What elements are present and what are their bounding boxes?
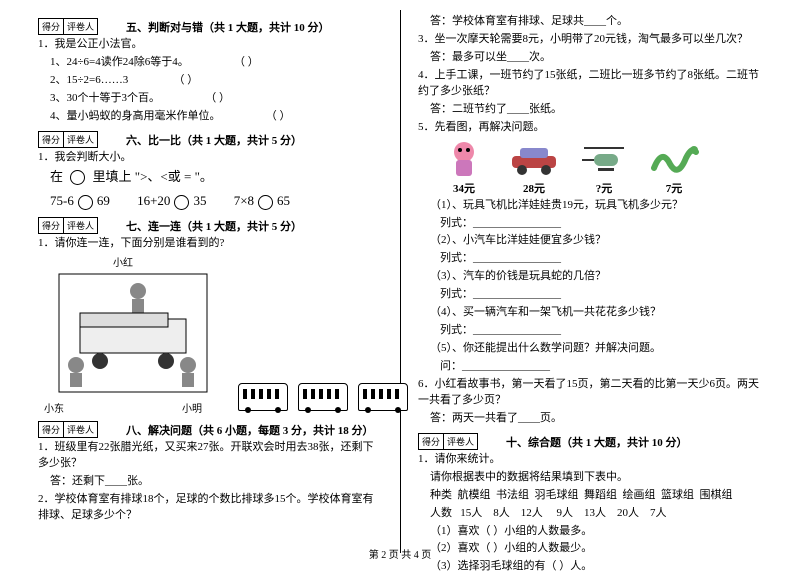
section-8-header: 得分评卷人 八、解决问题（共 6 小题，每题 3 分，共计 18 分） xyxy=(38,421,382,438)
section-7-title: 七、连一连（共 1 大题，共计 5 分） xyxy=(126,218,302,234)
tbl-data: 人数 15人 8人 12人 9人 13人 20人 7人 xyxy=(430,506,764,522)
q5-1-1: 1、24÷6=4读作24除6等于4。（ ） xyxy=(50,55,382,71)
plane-item: ?元 xyxy=(578,138,630,196)
car-item: 28元 xyxy=(508,138,560,196)
q5-1-4: 4、量小蚂蚁的身高用毫米作单位。（ ） xyxy=(50,109,382,125)
q10-2: 请你根据表中的数据将结果填到下表中。 xyxy=(430,470,764,486)
a8-6: 答：两天一共看了____页。 xyxy=(430,411,764,427)
a8-1: 答：还剩下____张。 xyxy=(50,474,382,490)
q5-1: 1．我是公正小法官。 xyxy=(38,37,382,53)
section-7-header: 得分评卷人 七、连一连（共 1 大题，共计 5 分） xyxy=(38,217,382,234)
formula-3: 列式：________________ xyxy=(440,287,764,303)
q5-1-2: 2、15÷2=6……3（ ） xyxy=(50,73,382,89)
scorebox: 得分评卷人 xyxy=(38,131,98,148)
scorebox: 得分评卷人 xyxy=(38,421,98,438)
tbl-head: 种类 航模组 书法组 羽毛球组 舞蹈组 绘画组 篮球组 围棋组 xyxy=(430,488,764,504)
section-8-title: 八、解决问题（共 6 小题，每题 3 分，共计 18 分） xyxy=(126,422,374,438)
question-blank: 问：________________ xyxy=(440,359,764,375)
q8-5-1: （1）、玩具飞机比洋娃娃贵19元，玩具飞机多少元？ xyxy=(430,198,764,214)
blank-circle[interactable] xyxy=(78,195,93,210)
a8-4: 答：二班节约了____张纸。 xyxy=(430,102,764,118)
q10-1: 1．请你来统计。 xyxy=(418,452,764,468)
q8-5-3: （3）、汽车的价钱是玩具蛇的几倍？ xyxy=(430,269,764,285)
doll-item: 34元 xyxy=(438,138,490,196)
q8-1: 1．班级里有22张腊光纸，又买来27张。开联欢会时用去38张，还剩下多少张？ xyxy=(38,440,382,472)
score-label: 得分 xyxy=(39,19,64,34)
formula-2: 列式：________________ xyxy=(440,251,764,267)
bus-icon xyxy=(238,383,288,411)
formula-4: 列式：________________ xyxy=(440,323,764,339)
formula-1: 列式：________________ xyxy=(440,216,764,232)
doll-icon xyxy=(438,138,490,178)
a8-2: 答：学校体育室有排球、足球共____个。 xyxy=(430,14,764,30)
q7-1: 1．请你连一连，下面分别是谁看到的? xyxy=(38,236,382,252)
section-6-title: 六、比一比（共 1 大题，共计 5 分） xyxy=(126,132,302,148)
q10-s3: （3）选择羽毛球组的有（ ）人。 xyxy=(430,559,764,575)
q8-5-5: （5）、你还能提出什么数学问题？并解决问题。 xyxy=(430,341,764,357)
scene-figure: 小红 小东 小明 xyxy=(38,254,208,415)
q8-4: 4．上手工课，一班节约了15张纸，二班比一班多节约了8张纸。二班节约了多少张纸？ xyxy=(418,68,764,100)
section-10-title: 十、综合题（共 1 大题，共计 10 分） xyxy=(506,434,688,450)
q10-s1: （1）喜欢（ ）小组的人数最多。 xyxy=(430,524,764,540)
page-footer: 第 2 页 共 4 页 xyxy=(0,546,800,561)
section-10-header: 得分评卷人 十、综合题（共 1 大题，共计 10 分） xyxy=(418,433,764,450)
helicopter-icon xyxy=(578,138,630,178)
q6-1: 1．我会判断大小。 xyxy=(38,150,382,166)
scene-svg xyxy=(58,273,208,393)
grader-label: 评卷人 xyxy=(64,19,97,34)
q8-5-4: （4）、买一辆汽车和一架飞机一共花花多少钱？ xyxy=(430,305,764,321)
section-6-header: 得分评卷人 六、比一比（共 1 大题，共计 5 分） xyxy=(38,131,382,148)
bus-icon xyxy=(298,383,348,411)
label-xd: 小东 xyxy=(44,400,64,415)
label-xm: 小明 xyxy=(182,400,202,415)
bus-options xyxy=(238,383,408,411)
a8-3: 答：最多可以坐____次。 xyxy=(430,50,764,66)
compare-row: 75-669 16+2035 7×865 xyxy=(50,192,382,211)
scorebox: 得分评卷人 xyxy=(38,18,98,35)
blank-circle[interactable] xyxy=(174,195,189,210)
q8-2: 2．学校体育室有排球18个，足球的个数比排球多15个。学校体育室有排球、足球多少… xyxy=(38,492,382,524)
q5-1-3: 3、30个十等于3个百。（ ） xyxy=(50,91,382,107)
q8-5: 5．先看图，再解决问题。 xyxy=(418,120,764,136)
product-row: 34元 28元 ?元 7元 xyxy=(438,138,764,196)
car-icon xyxy=(508,138,560,178)
blank-circle[interactable] xyxy=(258,195,273,210)
snake-item: 7元 xyxy=(648,138,700,196)
label-xh: 小红 xyxy=(38,254,208,269)
section-5-header: 得分评卷人 五、判断对与错（共 1 大题，共计 10 分） xyxy=(38,18,382,35)
snake-icon xyxy=(648,138,700,178)
q6-instruction: 在 里填上 ">、<或 = "。 xyxy=(50,168,382,187)
q8-6: 6．小红看故事书，第一天看了15页，第二天看的比第一天少6页。两天一共看了多少页… xyxy=(418,377,764,409)
scorebox: 得分评卷人 xyxy=(38,217,98,234)
q8-3: 3．坐一次摩天轮需要8元，小明带了20元钱，淘气最多可以坐几次？ xyxy=(418,32,764,48)
scorebox: 得分评卷人 xyxy=(418,433,478,450)
section-5-title: 五、判断对与错（共 1 大题，共计 10 分） xyxy=(126,19,330,35)
q8-5-2: （2）、小汽车比洋娃娃便宜多少钱？ xyxy=(430,233,764,249)
